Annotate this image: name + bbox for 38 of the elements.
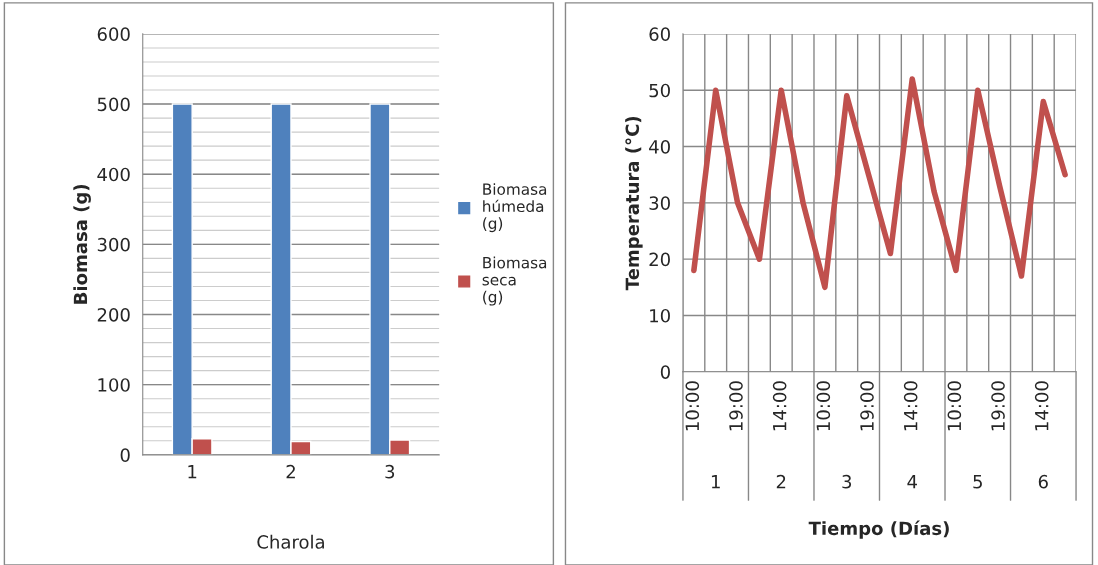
x-tick-label: 3 [385,464,395,479]
y-axis-title: Biomasa (g) [73,184,91,304]
y-tick-label: 0 [660,365,670,379]
y-tick-label: 500 [97,97,130,112]
y-tick-label: 50 [649,83,670,98]
y-tick-label: 10 [650,308,670,323]
y-tick-label: 300 [97,237,130,252]
legend-label: Biomasa seca (g) [482,256,547,306]
x-tick-label: 19:00 [729,381,743,431]
x-tick-label: 1 [188,465,197,479]
text: 3 [842,474,852,489]
x-tick-label: 10:00 [947,381,962,431]
y-tick-label: 400 [97,167,130,182]
x-axis-title: Charola [257,534,324,549]
y-tick-label: 100 [98,378,130,392]
y-tick-label: 30 [649,196,670,210]
x-tick-label: 10:00 [685,381,700,431]
x-tick-label: 10:00 [816,381,831,431]
y-tick-label: 40 [649,139,670,154]
x-tick-label: 14:00 [1034,381,1049,431]
y-tick-label: 20 [649,252,670,267]
y-tick-label: 60 [649,27,670,42]
y-axis-title: Temperatura (°C) [625,116,643,291]
y-tick-label: 200 [97,307,130,322]
x-tick-label: 19:00 [860,381,874,431]
y-tick-label: 600 [97,27,130,42]
x-tick-label: 19:00 [991,381,1005,431]
text: 2 [776,474,786,489]
x-tick-label: 2 [286,464,295,479]
text: 6 [1038,474,1048,489]
x-tick-label: 14:00 [903,381,918,431]
text: 1 [711,475,720,489]
text: 5 [973,475,982,489]
x-axis-title: Tiempo (Días) [808,520,949,539]
text: 4 [907,475,917,489]
y-tick-label: 0 [120,448,130,462]
legend-label: Biomasa húmeda (g) [483,183,547,233]
x-tick-label: 14:00 [772,381,787,431]
